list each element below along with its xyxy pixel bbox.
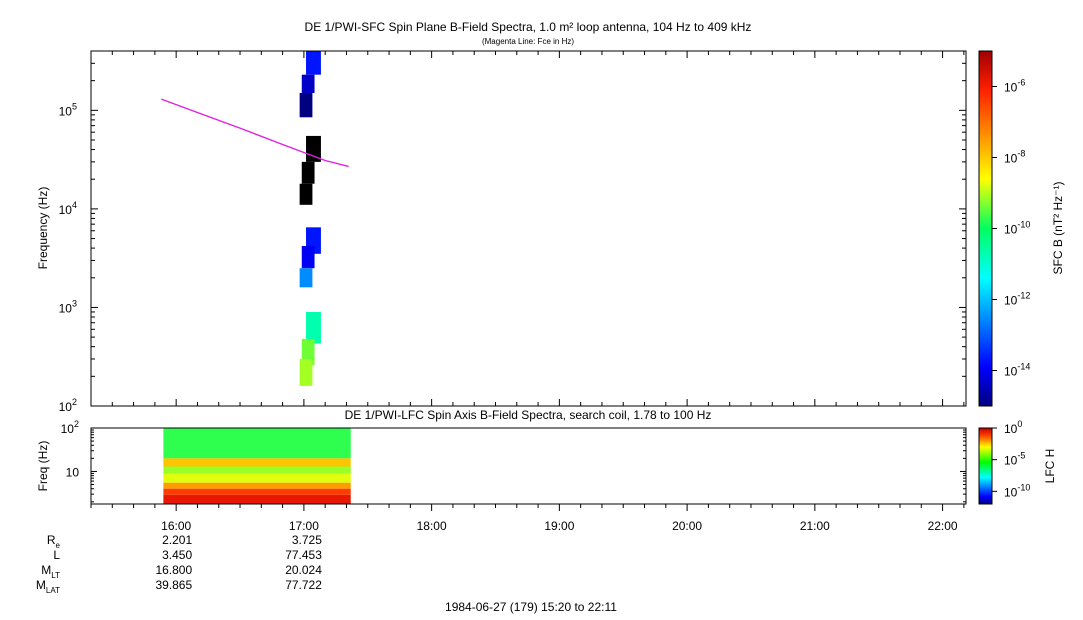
top-y-tick-label: 103 [59, 298, 77, 315]
bottom-x-axis: 16:00 17:00 18:00 19:00 20:00 21:00 22:00 [90, 504, 965, 533]
x-tick-label: 18:00 [417, 519, 447, 533]
lfc-band [163, 473, 351, 483]
top-colorbar-tick-label: 10-10 [1004, 220, 1030, 237]
ephemeris-value: 20.024 [285, 563, 322, 577]
lfc-band [163, 428, 351, 459]
sfc-cell [299, 92, 313, 118]
ephemeris-value: 16.800 [155, 563, 192, 577]
x-tick-label: 22:00 [928, 519, 958, 533]
bottom-colorbar [978, 427, 993, 505]
top-x-ticks [90, 51, 965, 406]
bottom-colorbar-tick-label: 100 [1004, 419, 1022, 436]
bottom-y-axis: 10 102 [61, 419, 966, 503]
bottom-spectrogram [163, 428, 351, 504]
top-y-tick-label: 104 [59, 200, 77, 217]
ephemeris-table: Re 2.201 3.725 L 3.450 77.453 MLT 16.800 20.024 M… [36, 533, 322, 595]
top-y-tick-label: 102 [59, 397, 77, 414]
ephemeris-row-label: L [53, 548, 60, 562]
ephemeris-value: 3.450 [162, 548, 192, 562]
bottom-colorbar-tick-label: 10-5 [1004, 451, 1025, 468]
top-plot-frame [90, 50, 967, 407]
top-y-label: Frequency (Hz) [36, 187, 50, 270]
bottom-colorbar-label: LFC H [1043, 449, 1057, 484]
ephemeris-value: 77.722 [285, 578, 322, 592]
sfc-cell [299, 358, 313, 386]
top-colorbar [978, 50, 993, 407]
top-colorbar-tick-label: 10-12 [1004, 291, 1030, 308]
sfc-cell [299, 268, 313, 288]
ephemeris-value: 77.453 [285, 548, 322, 562]
x-tick-label: 16:00 [161, 519, 191, 533]
ephemeris-row-label: MLT [41, 563, 60, 580]
sfc-cell [306, 51, 321, 75]
sfc-cell [301, 161, 315, 184]
lfc-band [163, 488, 351, 495]
lfc-band [163, 482, 351, 489]
time-range-footer: 1984-06-27 (179) 15:20 to 22:11 [445, 600, 617, 614]
sfc-cell [301, 338, 315, 366]
sfc-cell [301, 246, 315, 269]
ephemeris-value: 39.865 [155, 578, 192, 592]
bottom-colorbar-ticks: 10-10 10-5 100 [992, 419, 1030, 499]
lfc-band [163, 466, 351, 474]
sfc-cell [301, 74, 315, 93]
top-colorbar-label: SFC B (nT² Hz⁻¹) [1051, 182, 1065, 275]
lfc-band [163, 458, 351, 467]
x-tick-label: 20:00 [672, 519, 702, 533]
x-tick-label: 19:00 [544, 519, 574, 533]
bottom-y-tick-label: 10 [66, 465, 80, 479]
bottom-colorbar-tick-label: 10-10 [1004, 482, 1030, 499]
top-y-axis: 102 103 104 105 [59, 50, 966, 414]
top-colorbar-ticks: 10-14 10-12 10-10 10-8 10-6 [992, 78, 1030, 379]
lfc-band [163, 494, 351, 504]
top-y-tick-label: 105 [59, 101, 77, 118]
ephemeris-row-label: Re [47, 533, 61, 550]
top-colorbar-tick-label: 10-6 [1004, 78, 1025, 95]
x-tick-label: 17:00 [289, 519, 319, 533]
ephemeris-value: 3.725 [292, 533, 322, 547]
sfc-cell [299, 183, 313, 205]
top-colorbar-tick-label: 10-8 [1004, 149, 1025, 166]
bottom-y-label: Freq (Hz) [36, 441, 50, 492]
top-subtitle: (Magenta Line: Fce in Hz) [482, 37, 574, 46]
bottom-plot-frame [90, 427, 967, 505]
top-title: DE 1/PWI-SFC Spin Plane B-Field Spectra,… [305, 20, 752, 34]
bottom-title: DE 1/PWI-LFC Spin Axis B-Field Spectra, … [345, 408, 712, 422]
ephemeris-value: 2.201 [162, 533, 192, 547]
fce-line [161, 98, 349, 168]
top-colorbar-tick-label: 10-14 [1004, 362, 1030, 379]
bottom-y-tick-label: 102 [61, 419, 79, 436]
x-tick-label: 21:00 [800, 519, 830, 533]
ephemeris-row-label: MLAT [36, 578, 60, 595]
sfc-cell [306, 311, 321, 344]
top-spectrogram [299, 51, 321, 386]
